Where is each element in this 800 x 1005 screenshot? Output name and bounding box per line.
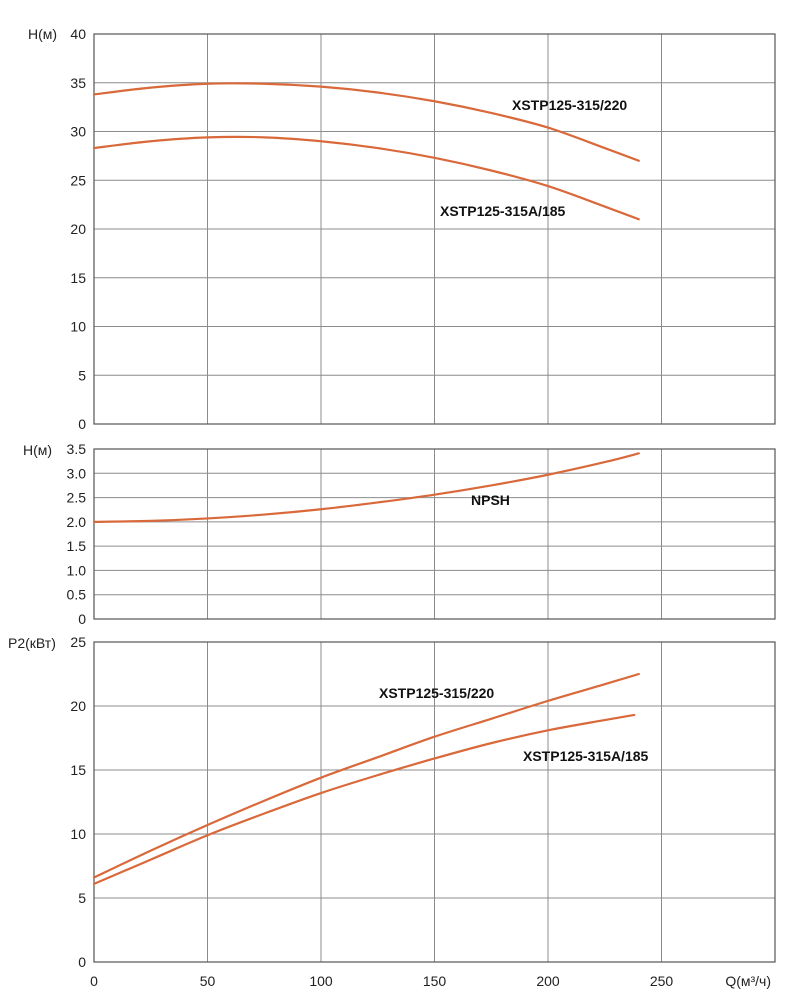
y-tick-label: 3.0 bbox=[67, 465, 87, 481]
y-tick-label: 0 bbox=[78, 954, 86, 970]
series-curve-2 bbox=[92, 713, 636, 886]
plot-frame bbox=[93, 448, 776, 620]
series-curve-1 bbox=[92, 452, 640, 523]
y-tick-label: 0 bbox=[78, 416, 86, 432]
y-tick-label: 25 bbox=[70, 172, 86, 188]
series-curve-1 bbox=[92, 82, 640, 162]
series-curve-2 bbox=[92, 135, 640, 221]
plot-frame bbox=[93, 33, 776, 425]
chart-panel-2: 0 0.5 1.0 1.5 2.0 2.5 3.0 3.5 H(м) NPSH bbox=[23, 441, 776, 627]
x-tick-label: 0 bbox=[90, 973, 98, 989]
y-tick-label: 2.5 bbox=[67, 490, 87, 506]
y-tick-label: 40 bbox=[70, 26, 86, 42]
series-label: XSTP125-315/220 bbox=[512, 97, 627, 113]
series-label: XSTP125-315A/185 bbox=[440, 203, 566, 219]
y-tick-label: 30 bbox=[70, 124, 86, 140]
y-tick-label: 3.5 bbox=[67, 441, 87, 457]
y-tick-label: 15 bbox=[70, 762, 86, 778]
plot-frame bbox=[93, 641, 776, 963]
x-tick-label: 50 bbox=[200, 973, 216, 989]
y-tick-label: 2.0 bbox=[67, 514, 87, 530]
y-tick-label: 35 bbox=[70, 75, 86, 91]
y-axis-label: H(м) bbox=[23, 442, 52, 458]
y-tick-label: 10 bbox=[70, 826, 86, 842]
x-axis-label: Q(м³/ч) bbox=[725, 973, 771, 989]
y-tick-label: 0.5 bbox=[67, 587, 87, 603]
y-tick-label: 1.5 bbox=[67, 538, 87, 554]
y-axis-label: H(м) bbox=[28, 26, 57, 42]
y-axis-label: P2(кВт) bbox=[8, 635, 56, 651]
series-curve-1 bbox=[92, 672, 640, 879]
y-tick-label: 5 bbox=[78, 890, 86, 906]
y-tick-label: 25 bbox=[70, 634, 86, 650]
x-tick-label: 150 bbox=[423, 973, 447, 989]
x-tick-label: 200 bbox=[536, 973, 560, 989]
x-tick-label: 250 bbox=[650, 973, 674, 989]
x-tick-label: 100 bbox=[309, 973, 333, 989]
series-label: NPSH bbox=[471, 492, 510, 508]
chart-panel-3: 0 5 10 15 20 25 P2(кВт) XSTP125-315/220 XSTP125-… bbox=[8, 634, 776, 989]
y-tick-label: 0 bbox=[78, 611, 86, 627]
y-tick-label: 20 bbox=[70, 698, 86, 714]
y-tick-label: 15 bbox=[70, 270, 86, 286]
y-tick-label: 5 bbox=[78, 367, 86, 383]
series-label: XSTP125-315A/185 bbox=[523, 748, 649, 764]
series-label: XSTP125-315/220 bbox=[379, 685, 494, 701]
y-tick-label: 20 bbox=[70, 221, 86, 237]
chart-panel-1: 0 5 10 15 20 25 30 35 40 H(м) XSTP125-315/220 XSTP1… bbox=[28, 26, 776, 432]
y-tick-label: 1.0 bbox=[67, 562, 87, 578]
y-tick-label: 10 bbox=[70, 319, 86, 335]
